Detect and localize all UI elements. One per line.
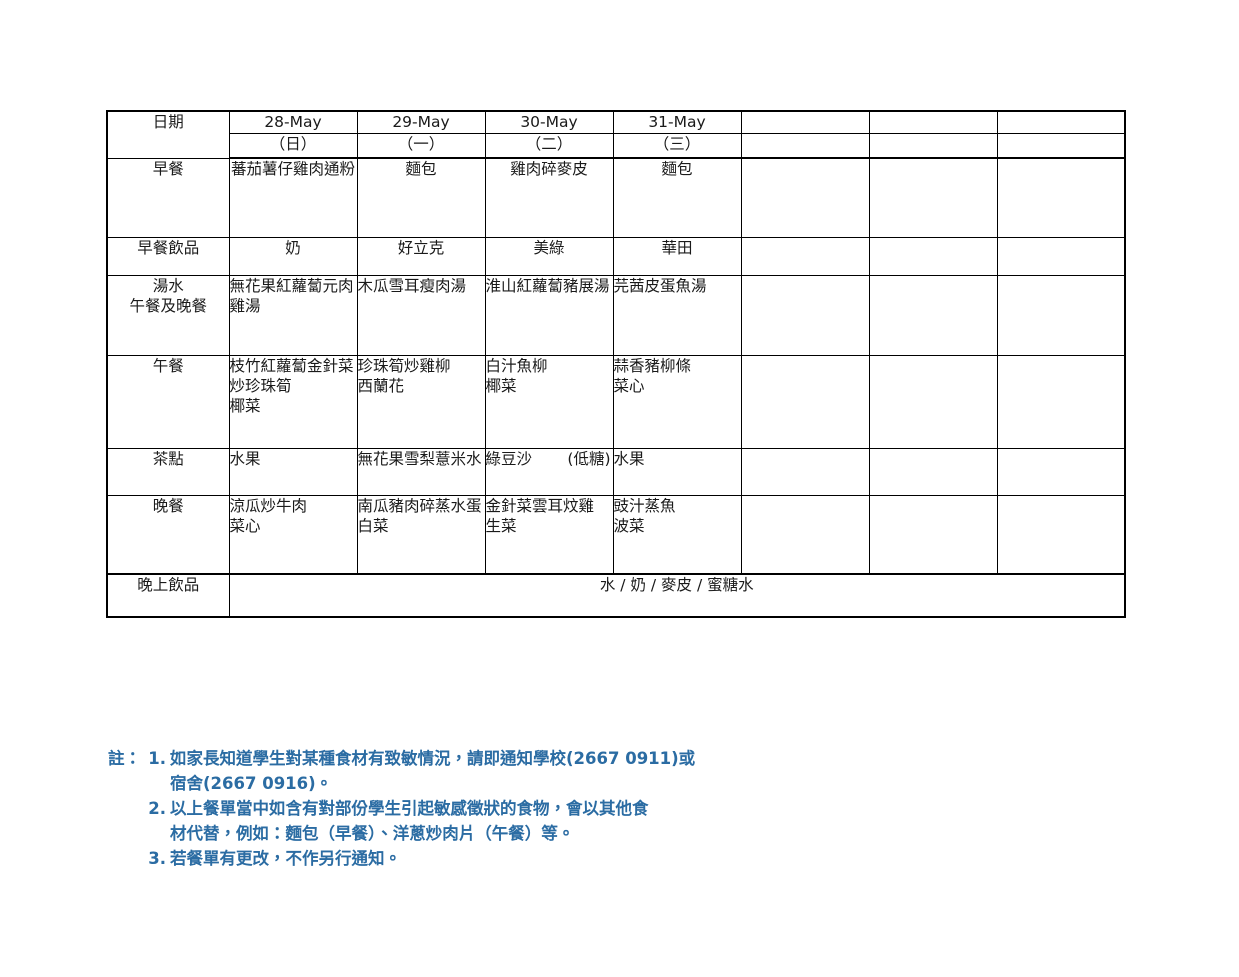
header-weekday-5 xyxy=(740,133,870,159)
cell-soup-7 xyxy=(996,274,1126,356)
row-label-snack: 茶點 xyxy=(106,447,230,496)
cell-dinner-3: 金針菜雲耳炆雞 生菜 xyxy=(484,494,614,575)
header-row-dates: 日期 28-May 29-May 30-May 31-May xyxy=(106,110,1126,159)
cell-night-drink-merged: 水 / 奶 / 麥皮 / 蜜糖水 xyxy=(228,573,1126,618)
note-item-2: 2. 以上餐單當中如含有對部份學生引起敏感徵狀的食物，會以其他食 xyxy=(108,796,868,821)
cell-dinner-4: 豉汁蒸魚 波菜 xyxy=(612,494,742,575)
cell-snack-4: 水果 xyxy=(612,447,742,496)
row-label-night-drink: 晚上飲品 xyxy=(106,573,230,618)
cell-dinner-2: 南瓜豬肉碎蒸水蛋 白菜 xyxy=(356,494,486,575)
header-weekday-3: （二） xyxy=(484,133,614,159)
cell-breakfast-drink-2: 好立克 xyxy=(356,236,486,276)
cell-snack-7 xyxy=(996,447,1126,496)
cell-snack-1: 水果 xyxy=(228,447,358,496)
cell-breakfast-6 xyxy=(868,157,998,238)
note-2-prefix-spacer xyxy=(108,796,144,821)
note-1-line-1: 如家長知道學生對某種食材有致敏情況，請即通知學校(2667 0911)或 xyxy=(170,749,696,768)
note-3-number: 3. xyxy=(148,849,166,869)
cell-snack-3-name: 綠豆沙 xyxy=(485,449,533,468)
table-row-breakfast: 早餐 蕃茄薯仔雞肉通粉 麵包 雞肉碎麥皮 麵包 xyxy=(106,157,1126,238)
menu-table: 日期 28-May 29-May 30-May 31-May （日） （一） （… xyxy=(106,110,1126,618)
row-label-lunch: 午餐 xyxy=(106,354,230,449)
cell-breakfast-5 xyxy=(740,157,870,238)
cell-soup-1: 無花果紅蘿蔔元肉雞湯 xyxy=(228,274,358,356)
cell-breakfast-1: 蕃茄薯仔雞肉通粉 xyxy=(228,157,358,238)
header-date-6 xyxy=(868,110,998,134)
table-row-dinner: 晚餐 涼瓜炒牛肉 菜心 南瓜豬肉碎蒸水蛋 白菜 金針菜雲耳炆雞 生菜 豉汁蒸魚 … xyxy=(106,494,1126,575)
note-3-prefix-spacer xyxy=(108,846,144,871)
cell-snack-6 xyxy=(868,447,998,496)
cell-breakfast-7 xyxy=(996,157,1126,238)
cell-soup-5 xyxy=(740,274,870,356)
row-label-breakfast: 早餐 xyxy=(106,157,230,238)
cell-soup-2: 木瓜雪耳瘦肉湯 xyxy=(356,274,486,356)
header-weekday-4: （三） xyxy=(612,133,742,159)
notes-section: 註： 1. 如家長知道學生對某種食材有致敏情況，請即通知學校(2667 0911… xyxy=(108,746,868,871)
cell-breakfast-drink-6 xyxy=(868,236,998,276)
header-weekday-2: （一） xyxy=(356,133,486,159)
cell-snack-3: 綠豆沙 (低糖) xyxy=(484,447,614,496)
note-1-line-2: 宿舍(2667 0916)。 xyxy=(170,774,333,794)
menu-table-container: 日期 28-May 29-May 30-May 31-May （日） （一） （… xyxy=(106,110,1126,618)
note-1-number: 1. xyxy=(148,749,166,768)
header-corner-label: 日期 xyxy=(106,110,230,159)
table-row-soup: 湯水 午餐及晚餐 無花果紅蘿蔔元肉雞湯 木瓜雪耳瘦肉湯 淮山紅蘿蔔豬展湯 芫茜皮… xyxy=(106,274,1126,356)
cell-breakfast-4: 麵包 xyxy=(612,157,742,238)
cell-lunch-4: 蒜香豬柳條 菜心 xyxy=(612,354,742,449)
note-2-line-2: 材代替，例如：麵包（早餐）、洋蔥炒肉片（午餐）等。 xyxy=(170,824,575,844)
header-weekday-6 xyxy=(868,133,998,159)
row-label-dinner: 晚餐 xyxy=(106,494,230,575)
header-date-7 xyxy=(996,110,1126,134)
cell-dinner-1: 涼瓜炒牛肉 菜心 xyxy=(228,494,358,575)
row-label-breakfast-drink: 早餐飲品 xyxy=(106,236,230,276)
header-date-5 xyxy=(740,110,870,134)
header-row-weekdays: （日） （一） （二） （三） xyxy=(107,133,1126,159)
header-weekday-7 xyxy=(996,133,1126,159)
cell-breakfast-drink-1: 奶 xyxy=(228,236,358,276)
cell-lunch-3: 白汁魚柳 椰菜 xyxy=(484,354,614,449)
cell-breakfast-drink-3: 美綠 xyxy=(484,236,614,276)
notes-prefix-label: 註： xyxy=(108,749,141,768)
note-item-1: 註： 1. 如家長知道學生對某種食材有致敏情況，請即通知學校(2667 0911… xyxy=(108,746,868,771)
header-weekday-1: （日） xyxy=(228,133,358,159)
cell-breakfast-drink-7 xyxy=(996,236,1126,276)
cell-snack-5 xyxy=(740,447,870,496)
cell-soup-6 xyxy=(868,274,998,356)
cell-lunch-7 xyxy=(996,354,1126,449)
table-row-night-drink: 晚上飲品 水 / 奶 / 麥皮 / 蜜糖水 xyxy=(106,573,1126,618)
cell-lunch-2: 珍珠筍炒雞柳 西蘭花 xyxy=(356,354,486,449)
cell-snack-3-sugar-note: (低糖) xyxy=(567,449,611,468)
table-row-breakfast-drink: 早餐飲品 奶 好立克 美綠 華田 xyxy=(106,236,1126,276)
cell-breakfast-drink-4: 華田 xyxy=(612,236,742,276)
cell-dinner-5 xyxy=(740,494,870,575)
cell-lunch-6 xyxy=(868,354,998,449)
note-3-line-1: 若餐單有更改，不作另行通知。 xyxy=(170,849,401,869)
cell-breakfast-2: 麵包 xyxy=(356,157,486,238)
cell-snack-2: 無花果雪梨薏米水 xyxy=(356,447,486,496)
cell-lunch-5 xyxy=(740,354,870,449)
note-item-3: 3. 若餐單有更改，不作另行通知。 xyxy=(108,846,868,871)
header-date-4: 31-May xyxy=(612,110,742,134)
cell-dinner-6 xyxy=(868,494,998,575)
row-label-soup: 湯水 午餐及晚餐 xyxy=(106,274,230,356)
cell-breakfast-3: 雞肉碎麥皮 xyxy=(484,157,614,238)
table-row-snack: 茶點 水果 無花果雪梨薏米水 綠豆沙 (低糖) 水果 xyxy=(106,447,1126,496)
cell-lunch-1: 枝竹紅蘿蔔金針菜炒珍珠筍 椰菜 xyxy=(228,354,358,449)
cell-soup-3: 淮山紅蘿蔔豬展湯 xyxy=(484,274,614,356)
header-date-3: 30-May xyxy=(484,110,614,134)
cell-breakfast-drink-5 xyxy=(740,236,870,276)
header-date-1: 28-May xyxy=(228,110,358,134)
cell-soup-4: 芫茜皮蛋魚湯 xyxy=(612,274,742,356)
note-2-line-1: 以上餐單當中如含有對部份學生引起敏感徵狀的食物，會以其他食 xyxy=(170,799,649,819)
cell-dinner-7 xyxy=(996,494,1126,575)
note-2-number: 2. xyxy=(148,799,166,819)
header-date-2: 29-May xyxy=(356,110,486,134)
table-row-lunch: 午餐 枝竹紅蘿蔔金針菜炒珍珠筍 椰菜 珍珠筍炒雞柳 西蘭花 白汁魚柳 椰菜 蒜香… xyxy=(106,354,1126,449)
